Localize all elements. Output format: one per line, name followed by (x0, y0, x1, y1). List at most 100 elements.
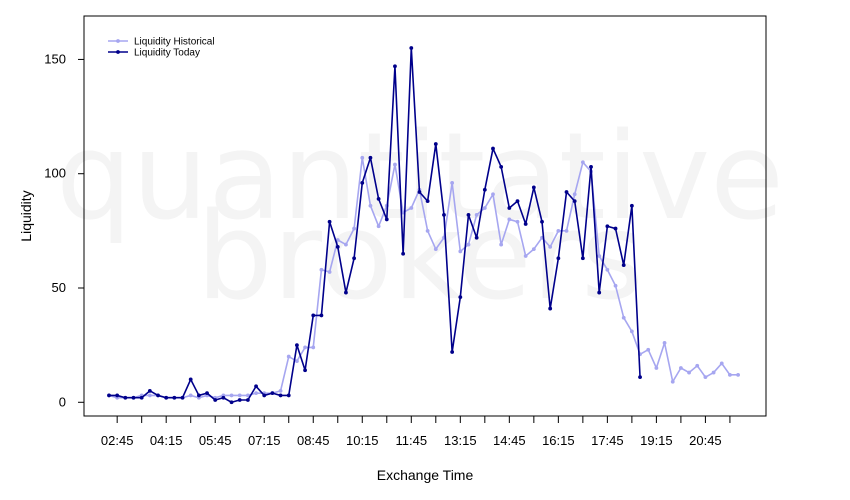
data-point (156, 393, 160, 398)
data-point (433, 142, 438, 146)
data-point (687, 370, 691, 375)
data-point (580, 256, 585, 261)
y-tick-label: 0 (59, 394, 66, 409)
data-point (286, 354, 291, 359)
legend-marker (116, 39, 120, 43)
data-point (311, 313, 316, 318)
data-point (196, 393, 201, 398)
x-tick-label: 08:45 (297, 433, 330, 448)
data-point (458, 249, 463, 254)
y-tick-label: 50 (52, 280, 66, 295)
data-point (736, 372, 740, 377)
data-point (499, 164, 504, 169)
x-tick-label: 19:15 (640, 433, 673, 448)
data-point (531, 185, 536, 190)
data-point (188, 377, 193, 382)
data-point (719, 361, 724, 366)
x-tick-label: 17:45 (591, 433, 624, 448)
legend-marker (116, 50, 120, 54)
data-point (589, 164, 593, 169)
data-point (442, 212, 446, 217)
data-point (123, 395, 128, 400)
data-point (605, 267, 610, 272)
data-point (401, 251, 406, 256)
data-point (147, 388, 152, 393)
data-point (564, 228, 569, 233)
data-point (245, 393, 250, 398)
data-point (679, 366, 683, 370)
watermark-line-1: quantitative (56, 108, 784, 247)
data-point (262, 393, 267, 398)
data-point (344, 290, 348, 295)
x-tick-label: 05:45 (199, 433, 232, 448)
data-point (507, 206, 512, 210)
data-point (523, 254, 528, 258)
data-point (131, 395, 136, 400)
data-point (580, 160, 585, 165)
data-point (572, 192, 577, 197)
data-point (409, 206, 414, 210)
data-point (474, 235, 479, 240)
y-axis: 0 50 100 150 (44, 51, 84, 409)
data-point (229, 393, 234, 398)
data-point (376, 224, 381, 229)
data-point (556, 228, 561, 233)
data-point (254, 384, 258, 389)
data-point (409, 46, 414, 50)
x-tick-label: 11:45 (396, 433, 428, 448)
x-tick-label: 04:15 (150, 433, 183, 448)
data-point (376, 196, 381, 201)
data-point (205, 391, 209, 396)
data-point (548, 244, 553, 249)
data-point (564, 190, 569, 194)
data-point (621, 315, 626, 320)
data-point (172, 395, 177, 400)
data-point (327, 219, 332, 224)
data-point (319, 313, 324, 318)
data-point (728, 372, 732, 377)
data-point (352, 256, 356, 261)
y-axis-title: Liquidity (18, 190, 34, 241)
data-point (335, 238, 340, 242)
series-points-liquidity-today (107, 46, 642, 405)
data-point (295, 343, 299, 348)
watermark-line-2: brokers (196, 188, 643, 327)
data-point (115, 393, 120, 398)
data-point (368, 203, 373, 208)
data-point (548, 306, 553, 311)
data-point (646, 347, 651, 352)
data-point (188, 393, 193, 398)
data-point (711, 370, 716, 375)
data-point (597, 290, 602, 295)
data-point (482, 206, 487, 210)
plot-frame (83, 15, 767, 417)
data-point (311, 345, 316, 350)
data-point (221, 395, 226, 400)
data-point (613, 226, 618, 231)
series-layer (107, 46, 740, 405)
data-point (393, 162, 397, 167)
watermark: quantitative brokers (56, 108, 784, 327)
data-point (229, 400, 234, 405)
x-tick-label: 10:15 (346, 433, 379, 448)
data-point (466, 212, 471, 217)
data-point (695, 363, 700, 368)
data-point (213, 398, 218, 402)
y-tick-label: 100 (44, 166, 66, 181)
data-point (303, 368, 307, 373)
data-point (629, 203, 634, 208)
legend-label: Liquidity Today (134, 48, 200, 59)
x-axis: 02:45 04:15 05:45 07:15 08:45 10:15 11:45 13:15… (101, 416, 731, 448)
data-point (319, 267, 324, 272)
x-tick-label: 13:15 (444, 433, 477, 448)
data-point (295, 359, 299, 364)
data-point (450, 180, 455, 185)
data-point (335, 244, 340, 249)
data-point (425, 228, 430, 233)
data-point (597, 254, 602, 258)
data-point (254, 391, 258, 396)
data-point (303, 345, 307, 350)
series-line-liquidity-today (109, 47, 641, 404)
